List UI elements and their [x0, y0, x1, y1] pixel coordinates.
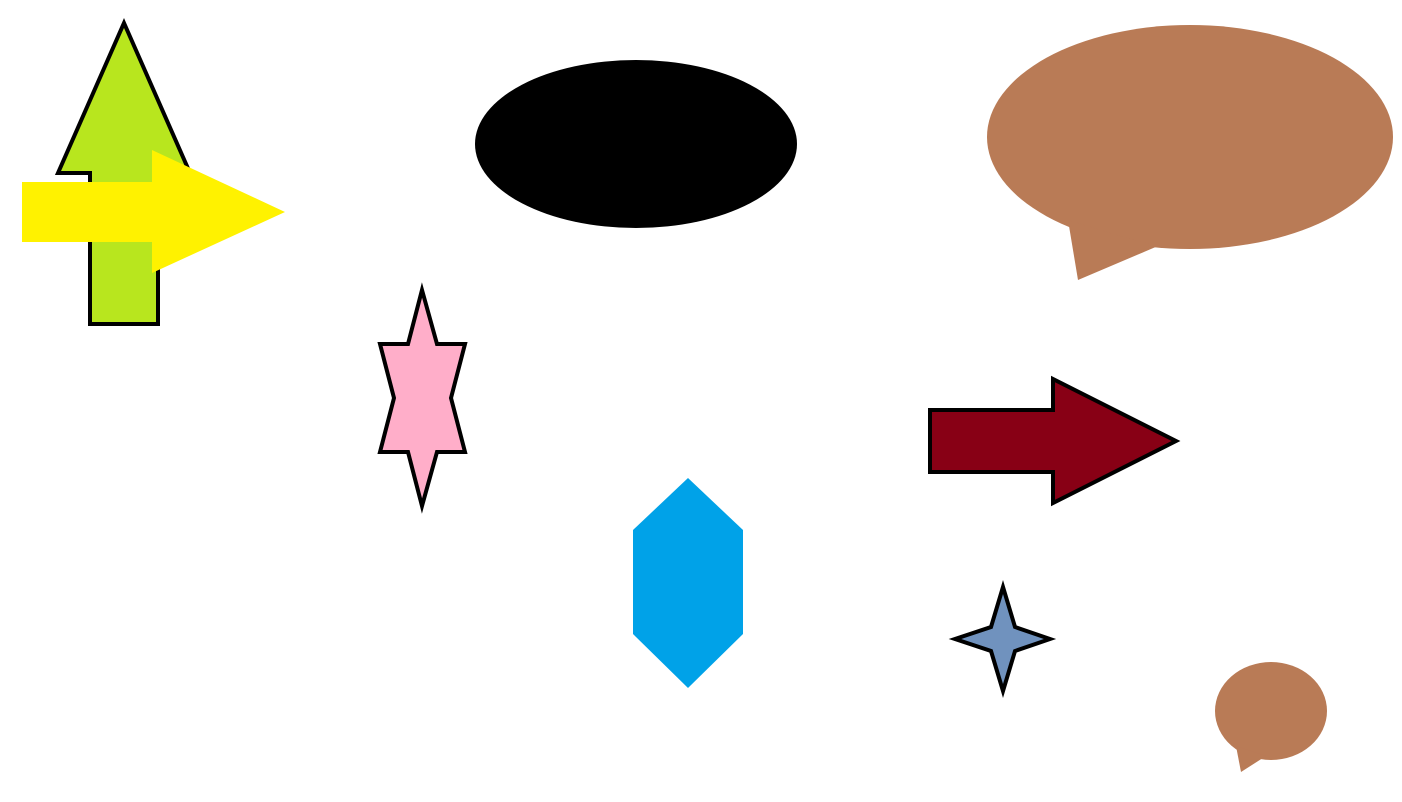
steel-blue-four-point-star[interactable]: [948, 580, 1057, 698]
pink-six-point-star[interactable]: [377, 282, 468, 514]
blue-hexagon[interactable]: [633, 478, 743, 688]
speech-bubble-tail: [1068, 220, 1158, 280]
brown-speech-bubble-small[interactable]: [1215, 662, 1327, 772]
yellow-right-arrow[interactable]: [22, 150, 285, 273]
speech-bubble-tail: [1236, 746, 1266, 772]
black-ellipse[interactable]: [475, 60, 797, 228]
dark-red-right-arrow[interactable]: [928, 375, 1181, 507]
brown-speech-bubble-large[interactable]: [987, 25, 1393, 280]
speech-bubble-body: [987, 25, 1393, 249]
speech-bubble-body: [1215, 662, 1327, 760]
